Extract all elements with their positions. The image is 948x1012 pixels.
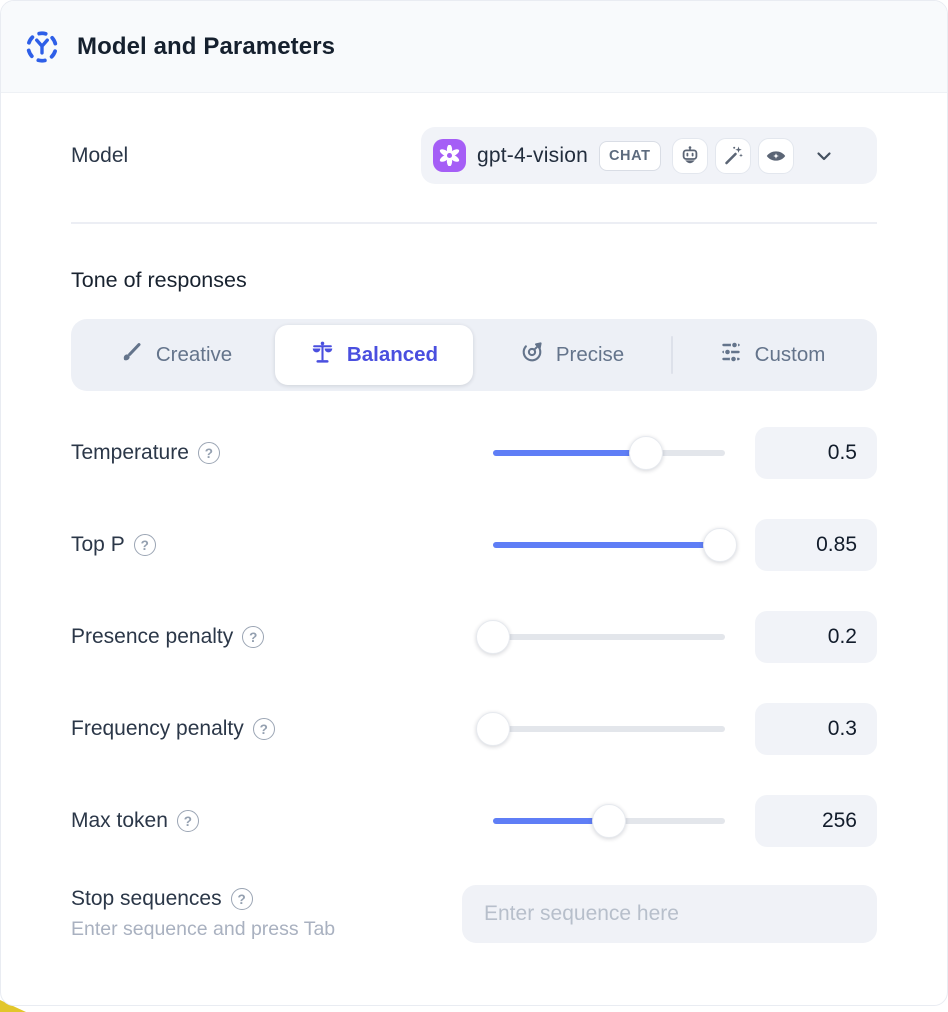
- selected-model-name: gpt-4-vision: [477, 143, 588, 167]
- temperature-slider[interactable]: [493, 436, 725, 470]
- tone-option-custom[interactable]: Custom: [673, 325, 871, 385]
- stop-sequences-hint: Enter sequence and press Tab: [71, 918, 336, 940]
- tone-option-precise[interactable]: Precise: [473, 325, 671, 385]
- temperature-label: Temperature: [71, 441, 189, 464]
- presence-penalty-slider[interactable]: [476, 620, 725, 654]
- slider-thumb[interactable]: [476, 620, 510, 654]
- help-icon[interactable]: ?: [252, 718, 275, 740]
- tone-option-label: Balanced: [346, 343, 439, 366]
- presence-penalty-value[interactable]: 0.2: [755, 611, 877, 663]
- card-header: Model and Parameters: [1, 1, 947, 93]
- top-p-label: Top P: [71, 533, 125, 556]
- frequency-penalty-value[interactable]: 0.3: [755, 703, 877, 755]
- card-body: Model gpt-4-visi: [1, 127, 947, 943]
- page-title: Model and Parameters: [77, 32, 336, 60]
- slider-thumb[interactable]: [629, 436, 664, 470]
- scale-icon: [310, 340, 335, 371]
- presence-penalty-label: Presence penalty: [71, 625, 234, 648]
- help-icon[interactable]: ?: [230, 888, 253, 910]
- help-icon[interactable]: ?: [176, 810, 199, 832]
- help-icon[interactable]: ?: [133, 534, 156, 556]
- max-token-value[interactable]: 256: [755, 795, 877, 847]
- model-row: Model gpt-4-visi: [71, 127, 877, 184]
- slider-thumb[interactable]: [476, 712, 510, 746]
- temperature-value[interactable]: 0.5: [755, 427, 877, 479]
- vision-icon: [757, 137, 794, 174]
- tone-option-creative[interactable]: Creative: [77, 325, 275, 385]
- stop-sequence-input[interactable]: [462, 885, 877, 943]
- max-token-row: Max token ? 256: [71, 795, 877, 847]
- tone-selector: Creative Balanced: [71, 319, 877, 391]
- model-hub-icon: [23, 28, 61, 66]
- top-p-value[interactable]: 0.85: [755, 519, 877, 571]
- presence-penalty-row: Presence penalty ? 0.2: [71, 611, 877, 663]
- tone-option-label: Precise: [555, 343, 625, 366]
- stop-sequences-row: Stop sequences ? Enter sequence and pres…: [71, 885, 877, 943]
- chat-type-badge: CHAT: [598, 140, 661, 171]
- segment-divider: [671, 336, 673, 374]
- slider-thumb[interactable]: [592, 804, 626, 838]
- magic-wand-icon: [714, 137, 751, 174]
- max-token-label: Max token: [71, 809, 168, 832]
- tone-option-balanced[interactable]: Balanced: [275, 325, 473, 385]
- frequency-penalty-slider[interactable]: [476, 712, 725, 746]
- target-icon: [520, 340, 544, 370]
- max-token-slider[interactable]: [493, 804, 725, 838]
- temperature-row: Temperature ? 0.5: [71, 427, 877, 479]
- tone-heading: Tone of responses: [71, 268, 247, 292]
- openai-logo-icon: [433, 139, 466, 172]
- stop-sequences-label: Stop sequences: [71, 887, 222, 910]
- chevron-down-icon: [813, 145, 835, 167]
- parameters-list: Temperature ? 0.5 Top P ? 0.85: [71, 427, 877, 847]
- frequency-penalty-label: Frequency penalty: [71, 717, 244, 740]
- section-divider: [71, 222, 877, 224]
- top-p-slider[interactable]: [493, 528, 738, 562]
- robot-icon: [671, 137, 708, 174]
- model-select[interactable]: gpt-4-vision CHAT: [421, 127, 877, 184]
- help-icon[interactable]: ?: [242, 626, 265, 648]
- top-p-row: Top P ? 0.85: [71, 519, 877, 571]
- sliders-icon: [719, 340, 743, 370]
- tone-option-label: Creative: [155, 343, 233, 366]
- help-icon[interactable]: ?: [197, 442, 220, 464]
- tone-option-label: Custom: [754, 343, 826, 366]
- model-label: Model: [71, 143, 129, 167]
- frequency-penalty-row: Frequency penalty ? 0.3: [71, 703, 877, 755]
- brush-icon: [120, 340, 144, 370]
- slider-thumb[interactable]: [703, 528, 738, 562]
